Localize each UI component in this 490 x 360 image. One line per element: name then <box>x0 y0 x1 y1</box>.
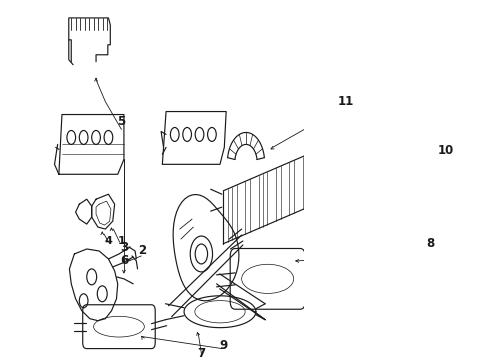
Text: 8: 8 <box>426 237 435 250</box>
Text: 7: 7 <box>197 347 205 360</box>
Text: 3: 3 <box>120 241 128 254</box>
Text: 9: 9 <box>219 339 227 352</box>
Text: 4: 4 <box>104 236 112 246</box>
Text: 11: 11 <box>338 95 354 108</box>
Text: 1: 1 <box>118 236 125 246</box>
Text: 6: 6 <box>120 254 128 267</box>
Text: 10: 10 <box>438 144 454 157</box>
Text: 5: 5 <box>117 115 125 128</box>
Text: 2: 2 <box>139 244 147 257</box>
